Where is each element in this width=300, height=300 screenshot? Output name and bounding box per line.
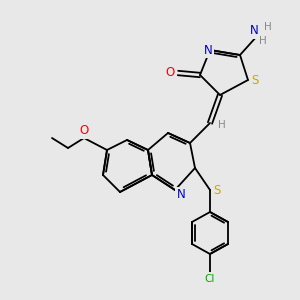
Text: H: H <box>218 120 226 130</box>
Text: N: N <box>204 44 212 56</box>
Text: H: H <box>259 36 267 46</box>
Text: H: H <box>264 22 272 32</box>
Text: O: O <box>165 67 175 80</box>
Text: O: O <box>80 124 88 137</box>
Text: S: S <box>251 74 259 86</box>
Text: N: N <box>177 188 185 202</box>
Text: S: S <box>213 184 221 196</box>
Text: Cl: Cl <box>205 274 215 284</box>
Text: N: N <box>250 25 258 38</box>
